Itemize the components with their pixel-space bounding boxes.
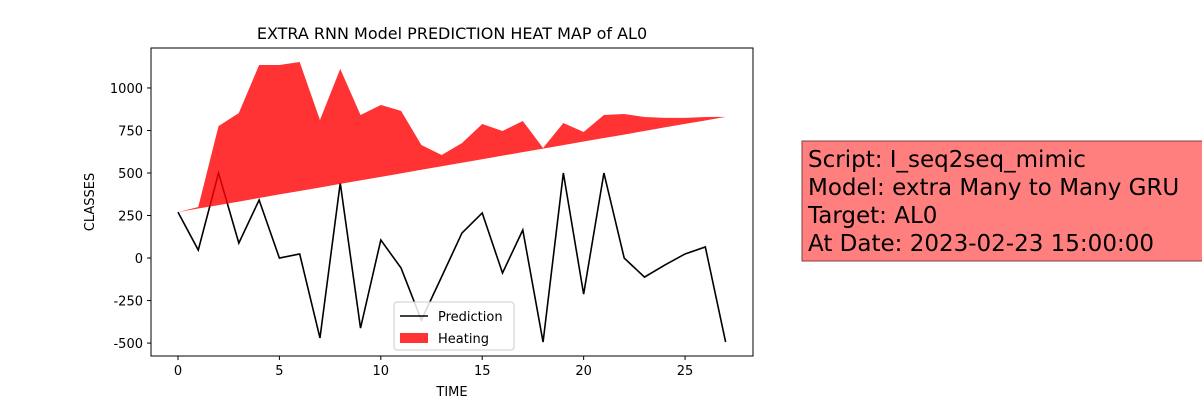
- x-tick-label: 25: [677, 364, 694, 379]
- legend-label: Prediction: [438, 310, 503, 325]
- x-axis-label: TIME: [435, 385, 467, 400]
- plot-area: [177, 61, 727, 343]
- x-tick-label: 20: [575, 364, 592, 379]
- axes-frame: [150, 47, 754, 357]
- legend-label: Heating: [438, 332, 489, 347]
- y-tick-label: 750: [118, 124, 143, 139]
- annotation-box: [801, 140, 1202, 262]
- x-tick-label: 10: [373, 364, 390, 379]
- chart-title: EXTRA RNN Model PREDICTION HEAT MAP of A…: [257, 24, 647, 43]
- y-tick-label: 250: [118, 210, 143, 225]
- x-tick-label: 5: [275, 364, 283, 379]
- annotation-line: At Date: 2023-02-23 15:00:00: [808, 231, 1154, 257]
- y-tick-label: -250: [113, 295, 143, 310]
- annotation-line: Target: AL0: [807, 203, 937, 229]
- annotation-line: Model: extra Many to Many GRU: [808, 175, 1179, 201]
- line: [177, 169, 727, 343]
- legend-swatch: [400, 333, 428, 343]
- y-tick-label: 1000: [110, 82, 143, 97]
- y-tick-label: -500: [113, 337, 143, 352]
- area: [177, 61, 726, 213]
- x-tick-label: 15: [474, 364, 491, 379]
- annotation-line: Script: I_seq2seq_mimic: [808, 147, 1086, 173]
- y-tick-label: 0: [135, 252, 143, 267]
- y-tick-label: 500: [118, 167, 143, 182]
- x-tick-label: 0: [174, 364, 182, 379]
- legend: Prediction Heating: [393, 301, 515, 351]
- y-axis-label: CLASSES: [83, 173, 98, 231]
